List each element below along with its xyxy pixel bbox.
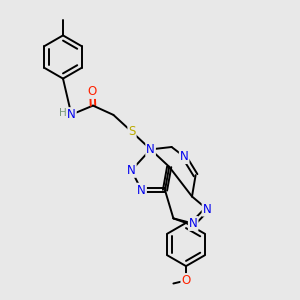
Text: O: O [88,85,97,98]
Text: N: N [146,143,155,156]
Text: N: N [189,217,198,230]
Text: N: N [137,184,146,197]
Text: N: N [127,164,136,177]
Text: S: S [128,125,136,139]
Text: H: H [59,108,67,118]
Text: N: N [180,150,189,163]
Text: N: N [67,108,76,121]
Text: O: O [182,274,190,287]
Text: N: N [202,202,211,216]
